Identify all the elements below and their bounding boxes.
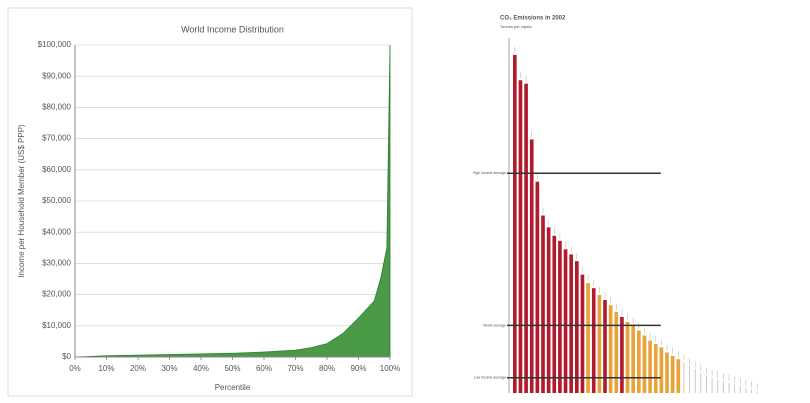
bar bbox=[648, 340, 652, 393]
bar bbox=[659, 347, 664, 393]
x-tick-label: 30% bbox=[161, 364, 177, 373]
bar bbox=[711, 377, 713, 393]
x-tick-label: 50% bbox=[224, 364, 240, 373]
bar bbox=[546, 227, 551, 393]
bar bbox=[751, 389, 752, 393]
y-tick-label: $10,000 bbox=[42, 321, 71, 330]
area bbox=[74, 44, 391, 358]
y-axis-label: Income per Household Member (US$ PPP) bbox=[17, 124, 26, 278]
bar bbox=[569, 254, 574, 393]
bar bbox=[614, 311, 619, 393]
x-tick-label: 90% bbox=[350, 364, 366, 373]
bar bbox=[620, 316, 624, 393]
x-tick-label: 10% bbox=[98, 364, 114, 373]
bar bbox=[676, 359, 681, 393]
x-tick-label: 80% bbox=[319, 364, 335, 373]
bar bbox=[574, 261, 579, 393]
bar bbox=[524, 83, 528, 394]
bar bbox=[603, 300, 607, 393]
y-tick-label: $90,000 bbox=[42, 71, 71, 80]
bar bbox=[558, 240, 562, 393]
bar bbox=[591, 288, 596, 393]
y-tick-label: $40,000 bbox=[42, 227, 71, 236]
bar bbox=[683, 362, 685, 393]
y-tick-label: $70,000 bbox=[42, 134, 71, 143]
bar bbox=[706, 376, 707, 393]
bar bbox=[689, 365, 690, 393]
bar bbox=[734, 384, 736, 393]
chart-title: CO₂ Emissions in 2002 bbox=[500, 16, 566, 22]
x-tick-label: 70% bbox=[287, 364, 303, 373]
bar bbox=[636, 330, 641, 393]
bar bbox=[653, 343, 658, 393]
bar bbox=[541, 215, 545, 393]
bar bbox=[728, 382, 730, 393]
bar bbox=[512, 54, 517, 394]
y-tick-label: $60,000 bbox=[42, 165, 71, 174]
bar bbox=[529, 139, 534, 393]
bar bbox=[745, 387, 747, 393]
bar bbox=[665, 352, 669, 393]
x-tick-label: 40% bbox=[193, 364, 209, 373]
reference-label: World average bbox=[483, 323, 506, 327]
bar bbox=[563, 249, 568, 393]
x-axis-label: Percentile bbox=[215, 383, 251, 392]
y-axis-label: Tonnes per capita bbox=[500, 24, 532, 29]
bar bbox=[625, 322, 630, 393]
x-tick-label: 0% bbox=[69, 364, 81, 373]
bar bbox=[552, 235, 557, 393]
bar bbox=[717, 379, 719, 393]
bar bbox=[518, 80, 523, 393]
reference-label: High income average bbox=[473, 171, 506, 175]
bar bbox=[722, 381, 724, 393]
bar bbox=[700, 372, 702, 393]
bar bbox=[535, 181, 540, 393]
bar bbox=[608, 305, 613, 393]
bar bbox=[586, 283, 590, 393]
x-tick-label: 20% bbox=[130, 364, 146, 373]
y-tick-label: $20,000 bbox=[42, 290, 71, 299]
bar bbox=[580, 274, 585, 393]
y-tick-label: $30,000 bbox=[42, 259, 71, 268]
bar bbox=[597, 294, 602, 393]
x-tick-label: 100% bbox=[380, 364, 400, 373]
y-tick-label: $0 bbox=[62, 352, 71, 361]
bar bbox=[642, 335, 647, 393]
x-tick-label: 60% bbox=[256, 364, 272, 373]
chart-title: World Income Distribution bbox=[181, 24, 284, 34]
y-tick-label: $50,000 bbox=[42, 196, 71, 205]
bar bbox=[694, 369, 696, 393]
reference-label: Low income average bbox=[474, 376, 506, 380]
y-tick-label: $80,000 bbox=[42, 103, 71, 112]
y-tick-label: $100,000 bbox=[38, 40, 72, 49]
bar bbox=[739, 386, 741, 393]
bar bbox=[756, 391, 758, 393]
bar bbox=[631, 325, 636, 393]
bar bbox=[670, 355, 675, 393]
